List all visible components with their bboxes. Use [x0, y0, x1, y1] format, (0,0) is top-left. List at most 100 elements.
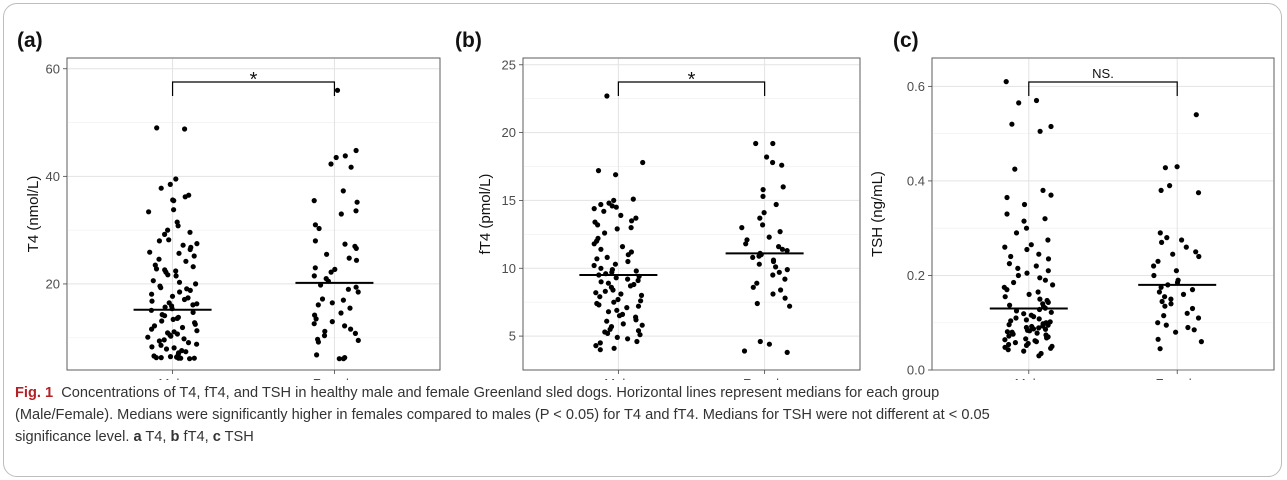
data-point: [340, 297, 346, 303]
y-tick-label: 5: [509, 329, 516, 344]
data-point: [1048, 345, 1054, 351]
data-point: [782, 276, 788, 282]
data-point: [1004, 211, 1010, 217]
data-point: [1034, 330, 1040, 336]
data-point: [194, 341, 200, 347]
plot-border: [66, 57, 441, 371]
data-point: [1027, 328, 1033, 334]
data-point: [322, 328, 328, 334]
data-point: [637, 332, 643, 338]
panel-label: (b): [455, 29, 482, 52]
data-point: [171, 207, 177, 213]
data-point: [319, 296, 326, 302]
data-point: [591, 262, 597, 269]
data-point: [1050, 282, 1056, 288]
x-tick-label: Male: [158, 376, 186, 380]
data-point: [194, 241, 200, 247]
data-point: [149, 326, 155, 332]
data-point: [1159, 239, 1165, 245]
data-point: [149, 344, 155, 350]
data-point: [1036, 251, 1042, 257]
data-point: [1042, 326, 1049, 332]
data-point: [611, 345, 617, 351]
data-point: [176, 279, 183, 285]
data-point: [340, 356, 347, 362]
data-point: [633, 317, 639, 323]
data-point: [1036, 316, 1042, 322]
data-point: [1036, 325, 1042, 331]
data-point: [1005, 347, 1011, 353]
data-point: [1033, 339, 1039, 345]
figure-caption: Fig. 1 Concentrations of T4, fT4, and TS…: [15, 382, 1277, 448]
data-point: [352, 330, 358, 336]
data-point: [348, 164, 354, 170]
data-point: [1151, 272, 1157, 279]
data-point: [776, 244, 782, 250]
data-point: [313, 316, 319, 322]
data-point: [1155, 258, 1161, 264]
data-point: [153, 355, 159, 361]
significance-label: NS.: [1092, 66, 1114, 81]
data-point: [1035, 289, 1041, 295]
data-point: [165, 272, 171, 278]
data-point: [1024, 246, 1030, 253]
data-point: [1163, 322, 1169, 328]
data-point: [1161, 313, 1167, 319]
data-point: [611, 197, 617, 203]
data-point: [609, 203, 615, 209]
data-point: [776, 269, 782, 275]
data-point: [1151, 263, 1157, 269]
data-point: [1157, 230, 1163, 236]
data-point: [635, 277, 641, 284]
data-point: [311, 198, 317, 204]
data-point: [1045, 322, 1051, 328]
data-point: [784, 248, 790, 254]
panel-c: 0.0 0.2 0.4 0.6 Male Female TSH (ng/mL) (c) NS.: [869, 29, 1275, 380]
data-point: [315, 302, 321, 308]
data-point: [625, 276, 631, 282]
data-point: [1173, 329, 1179, 335]
data-point: [166, 237, 172, 243]
data-point: [1173, 268, 1179, 274]
data-point: [595, 222, 601, 228]
data-point: [185, 340, 192, 346]
data-point: [628, 225, 634, 231]
data-point: [1024, 270, 1030, 276]
y-tick-label: 0.2: [907, 268, 925, 283]
data-point: [620, 321, 626, 327]
data-point: [1164, 235, 1170, 241]
data-point: [761, 210, 767, 216]
data-point: [1168, 301, 1174, 307]
data-point: [773, 264, 779, 270]
data-point: [316, 225, 322, 232]
x-tick-label: Male: [1015, 376, 1043, 380]
data-point: [770, 159, 776, 166]
data-point: [311, 321, 317, 327]
data-point: [1189, 287, 1196, 293]
data-point: [1037, 275, 1043, 281]
data-point: [156, 256, 162, 262]
data-point: [1184, 310, 1190, 316]
data-point: [355, 289, 361, 295]
data-point: [1174, 279, 1181, 286]
significance-bracket: [617, 81, 766, 96]
data-point: [1023, 317, 1029, 323]
data-point: [342, 153, 348, 159]
x-tick-label: Female: [743, 376, 786, 380]
data-point: [760, 187, 766, 193]
panel-a: 20 40 60 Male Female T4 (nmol/L) (a) *: [17, 29, 441, 380]
data-point: [1044, 335, 1050, 341]
data-point: [766, 234, 772, 240]
data-point: [1158, 187, 1164, 193]
data-point: [757, 215, 763, 221]
data-point: [778, 287, 784, 293]
data-point: [158, 285, 164, 291]
plot-area: [522, 57, 861, 371]
data-point: [194, 301, 200, 307]
data-point: [150, 278, 156, 284]
data-point: [1037, 128, 1043, 134]
data-point: [597, 340, 603, 346]
data-point: [333, 154, 339, 161]
data-point: [1033, 97, 1040, 104]
data-point: [593, 343, 599, 349]
